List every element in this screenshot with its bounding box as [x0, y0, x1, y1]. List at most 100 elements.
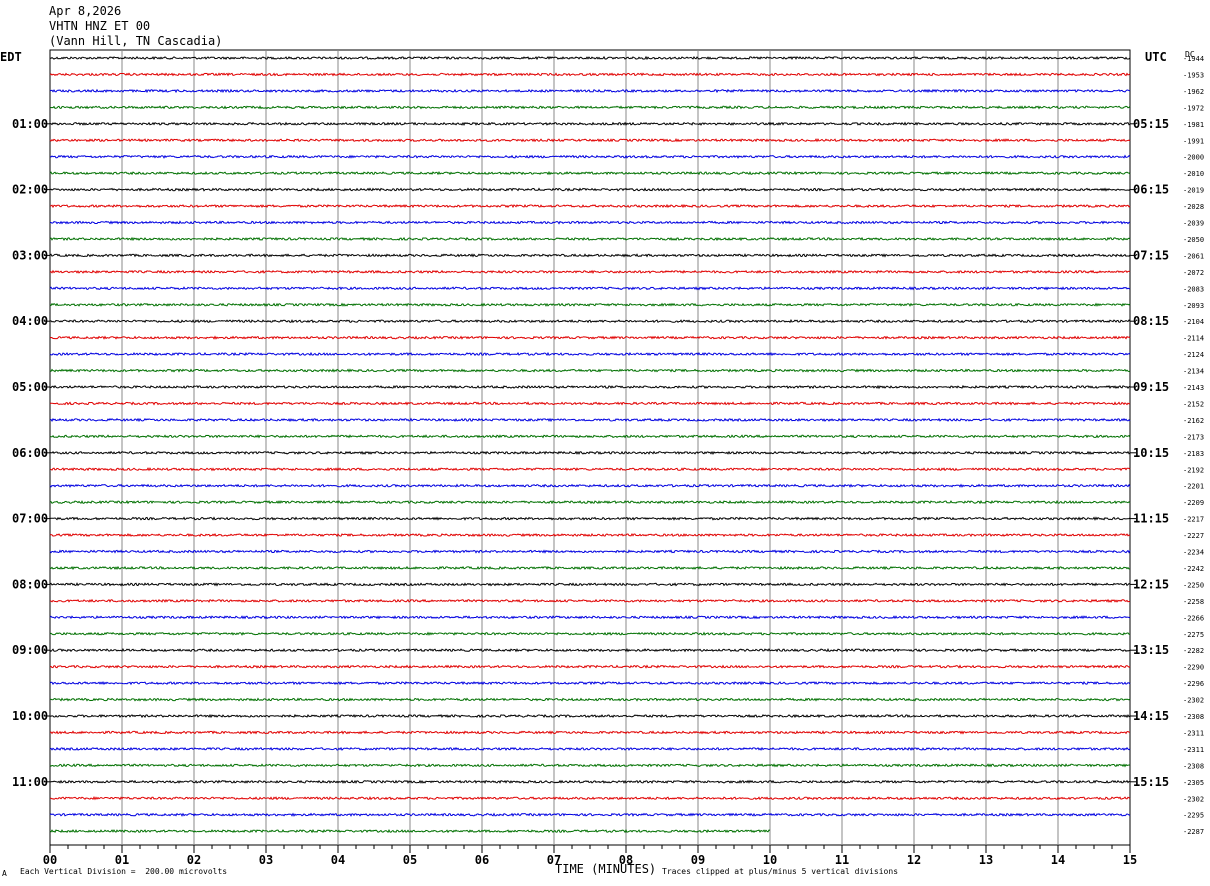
dc-offset-label: -1953 [1183, 71, 1204, 79]
dc-offset-label: -1962 [1183, 88, 1204, 96]
left-hour-label: 01:00 [12, 117, 48, 131]
dc-offset-label: -2010 [1183, 170, 1204, 178]
seismic-trace [49, 812, 1131, 817]
right-hour-label: 08:15 [1133, 314, 1169, 328]
seismic-trace [49, 417, 1131, 423]
x-tick-label: 04 [331, 853, 345, 867]
left-hour-label: 06:00 [12, 446, 48, 460]
x-tick-label: 03 [259, 853, 273, 867]
seismic-trace [49, 302, 1131, 307]
dc-offset-label: -2258 [1183, 598, 1204, 606]
station-name: VHTN HNZ ET 00 [49, 19, 151, 33]
dc-offset-label: -2227 [1183, 532, 1204, 540]
dc-offset-label: -2266 [1183, 614, 1204, 622]
vertical-scale-note: Each Vertical Division = 200.00 microvol… [20, 867, 228, 876]
right-hour-label: 14:15 [1133, 709, 1169, 723]
seismic-trace [49, 647, 1131, 653]
seismic-trace [49, 565, 1131, 571]
seismic-trace [49, 55, 1131, 61]
x-tick-label: 13 [979, 853, 993, 867]
dc-offset-label: -2039 [1183, 220, 1204, 228]
x-tick-label: 08 [619, 853, 633, 867]
dc-offset-label: -2295 [1183, 812, 1204, 820]
seismic-trace [49, 351, 1131, 357]
seismic-trace [49, 253, 1131, 258]
seismic-trace [49, 401, 1131, 406]
right-hour-label: 07:15 [1133, 248, 1169, 262]
seismic-trace [49, 450, 1131, 455]
right-timezone-label: UTC [1145, 50, 1167, 64]
left-timezone-label: EDT [0, 50, 22, 64]
station-location: (Vann Hill, TN Cascadia) [49, 34, 223, 48]
seismic-trace [49, 713, 1131, 719]
dc-offset-label: -2242 [1183, 565, 1204, 573]
left-hour-label: 08:00 [12, 577, 48, 591]
x-tick-label: 02 [187, 853, 201, 867]
right-hour-label: 06:15 [1133, 183, 1169, 197]
seismic-trace [49, 368, 1131, 373]
x-tick-label: 07 [547, 853, 561, 867]
dc-offset-label: -2290 [1183, 664, 1204, 672]
seismic-trace [49, 154, 1131, 159]
seismic-trace [49, 697, 1131, 702]
seismic-trace [50, 220, 1131, 225]
right-hour-label: 05:15 [1133, 117, 1169, 131]
dc-offset-label: -2311 [1183, 729, 1204, 737]
seismic-trace [49, 483, 1131, 488]
dc-offset-label: -2183 [1183, 450, 1204, 458]
dc-column-label: DC [1185, 50, 1195, 59]
right-hour-label: 11:15 [1133, 512, 1169, 526]
dc-offset-label: -2104 [1183, 318, 1204, 326]
seismic-trace [49, 532, 1131, 538]
dc-offset-label: -2093 [1183, 302, 1204, 310]
dc-offset-label: -2311 [1183, 746, 1204, 754]
dc-offset-label: -2083 [1183, 285, 1204, 293]
seismic-trace [49, 105, 1131, 110]
x-tick-label: 11 [835, 853, 849, 867]
x-tick-label: 06 [475, 853, 489, 867]
dc-offset-label: -2114 [1183, 335, 1204, 343]
dc-offset-label: -2192 [1183, 466, 1204, 474]
x-tick-label: 05 [403, 853, 417, 867]
seismic-trace [49, 88, 1131, 94]
seismic-trace [49, 138, 1131, 143]
seismic-trace [49, 680, 1131, 686]
seismic-trace [49, 615, 1131, 620]
dc-offset-label: -2152 [1183, 400, 1204, 408]
seismic-trace [49, 187, 1131, 192]
corner-mark: A [2, 869, 7, 878]
seismic-trace [49, 598, 1131, 603]
seismic-trace [49, 434, 1131, 439]
seismic-trace [49, 286, 1131, 291]
dc-offset-label: -2234 [1183, 549, 1204, 557]
left-hour-label: 05:00 [12, 380, 48, 394]
seismic-trace [49, 72, 1131, 77]
x-tick-label: 12 [907, 853, 921, 867]
x-tick-label: 15 [1123, 853, 1137, 867]
seismic-trace [49, 269, 1131, 275]
left-hour-label: 02:00 [12, 183, 48, 197]
left-hour-label: 07:00 [12, 512, 48, 526]
x-tick-label: 10 [763, 853, 777, 867]
seismic-trace [49, 121, 1131, 127]
seismic-trace [49, 763, 1131, 768]
x-tick-label: 09 [691, 853, 705, 867]
dc-offset-label: -2162 [1183, 417, 1204, 425]
seismic-trace [49, 203, 1131, 209]
dc-offset-label: -2173 [1183, 433, 1204, 441]
dc-offset-label: -2305 [1183, 779, 1204, 787]
x-tick-label: 00 [43, 853, 57, 867]
right-hour-label: 15:15 [1133, 775, 1169, 789]
seismic-trace [49, 549, 1131, 554]
dc-offset-label: -1991 [1183, 137, 1204, 145]
dc-offset-label: -2000 [1183, 154, 1204, 162]
seismic-trace [50, 796, 1131, 801]
left-hour-label: 03:00 [12, 248, 48, 262]
seismic-trace [49, 730, 1131, 735]
plot-frame [49, 49, 1131, 846]
right-hour-label: 09:15 [1133, 380, 1169, 394]
dc-offset-label: -2124 [1183, 351, 1204, 359]
clip-note: Traces clipped at plus/minus 5 vertical … [662, 867, 899, 876]
dc-offset-label: -2308 [1183, 762, 1204, 770]
